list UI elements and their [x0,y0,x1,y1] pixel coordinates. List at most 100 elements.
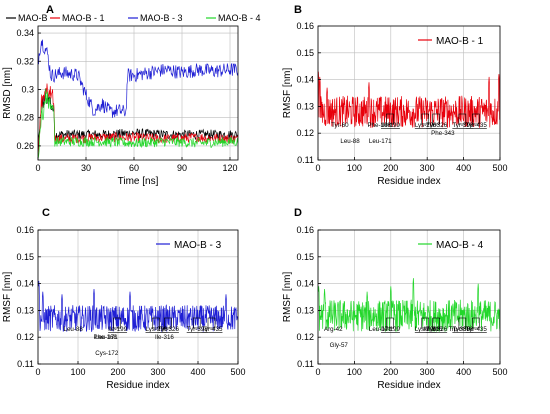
panel-d: D 0.11 0.12 0.13 0.14 0.15 0.16 0 100 200 300 400 50… [282,207,508,391]
annotation-label: Lys-296 [415,122,437,129]
legend-label: MAO-B - 3 [140,13,183,23]
annotation-label: Cys-172 [95,350,119,357]
x-tick-label: 0 [35,367,40,377]
x-tick-label: 60 [129,163,139,173]
annotation-label: Phe-168 [367,122,391,129]
legend-label: MAO-B - 3 [174,240,222,251]
annotation-label: Phe-168 [93,334,117,341]
axes-frame [317,25,501,161]
y-tick-label: 0.14 [16,279,34,289]
y-tick-label: 0.13 [296,101,314,111]
plot-area [318,71,500,129]
y-tick-label: 0.15 [296,252,314,262]
x-tick-label: 300 [420,367,435,377]
x-tick-label: 200 [383,163,398,173]
annotation-label: Gly-57 [330,342,349,349]
annotation-label: Tyr-435 [202,326,224,333]
y-tick-label: 0.11 [297,359,314,369]
y-tick-label: 0.26 [16,141,34,151]
annotation-label: Tyr-398 [452,122,474,129]
y-axis-label: RMSF [nm] [2,272,13,323]
annotation-label: Ile-316 [155,334,174,341]
legend-label: MAO-B [18,13,48,23]
x-tick-label: 200 [110,367,125,377]
panel-c: C 0.11 0.12 0.13 0.14 0.15 0.16 0 100 200 300 400 50… [2,207,246,391]
annotation-box [192,317,201,329]
annotation-box [386,317,394,329]
series-line-0 [318,278,500,332]
y-tick-label: 0.12 [16,332,34,342]
annotation-label: Tyr-326 [426,326,448,333]
series-line-0 [38,280,238,332]
annotation-box [113,317,121,329]
panel-letter: D [294,207,302,219]
x-tick-label: 120 [222,163,237,173]
annotation-label: Ile-199 [381,122,400,129]
y-axis-label: RMSD [nm] [2,67,13,119]
y-tick-label: 0.3 [21,84,34,94]
series-line-1 [38,83,238,158]
annotation-label: Lys-296 [146,326,168,333]
x-tick-label: 500 [230,367,245,377]
annotation-label: Ile-199 [381,326,400,333]
y-tick-label: 0.13 [16,305,34,315]
x-axis-label: Residue index [106,380,169,391]
y-tick-label: 0.16 [296,225,314,235]
y-tick-label: 0.11 [297,155,314,165]
x-tick-label: 400 [456,367,471,377]
annotation-box [386,113,394,125]
annotation-label: Tyr-398 [452,326,474,333]
y-tick-label: 0.16 [16,225,34,235]
x-axis-label: Residue index [377,176,440,187]
y-tick-label: 0.14 [296,75,314,85]
legend-label: MAO-B - 4 [436,240,484,251]
annotation-box [152,317,160,329]
plot-area [318,278,500,332]
x-tick-label: 500 [492,163,507,173]
x-tick-label: 400 [190,367,205,377]
y-tick-label: 0.34 [16,28,34,38]
annotation-label: Tyr-435 [466,122,488,129]
panel-b: B 0.11 0.12 0.13 0.14 0.15 0.16 0 100 200 300 400 50… [282,4,508,187]
annotation-box [421,113,430,125]
x-tick-label: 100 [347,367,362,377]
axes-frame [37,25,239,161]
annotation-label: Tyr-398 [187,326,209,333]
annotation-label: Tyr-435 [466,326,488,333]
series-line-2 [38,39,238,118]
y-tick-label: 0.16 [296,21,314,31]
plot-area [38,280,238,332]
x-tick-label: 0 [315,163,320,173]
x-tick-label: 0 [35,163,40,173]
annotation-label: Ile-199 [108,326,127,333]
annotation-label: Leu-171 [369,326,392,333]
y-tick-label: 0.12 [296,332,314,342]
y-tick-label: 0.13 [296,305,314,315]
x-tick-label: 300 [150,367,165,377]
x-tick-label: 90 [177,163,187,173]
y-tick-label: 0.15 [296,48,314,58]
x-tick-label: 100 [70,367,85,377]
annotation-label: Tyr-60 [331,122,349,129]
x-tick-label: 500 [492,367,507,377]
annotation-label: Phe-343 [431,130,455,137]
annotation-box [472,113,480,125]
annotation-box [432,113,440,125]
y-tick-label: 0.15 [16,252,34,262]
series-line-0 [38,89,238,155]
panel-a: A 0.26 0.28 0.3 0.32 0.34 0 30 60 90 120 Time [ns] R… [2,4,261,187]
x-tick-label: 200 [383,367,398,377]
annotation-label: Leu-88 [64,326,84,333]
annotation-label: Leu-88 [340,138,360,145]
x-tick-label: 100 [347,163,362,173]
annotation-box [458,317,467,329]
annotation-label: Ile-316 [424,326,443,333]
annotation-box [207,317,216,329]
y-axis-label: RMSF [nm] [282,68,293,119]
annotation-box [432,317,440,329]
annotation-label: Leu-171 [95,334,118,341]
legend-label: MAO-B - 1 [436,36,484,47]
annotation-box [164,317,172,329]
panel-letter: C [42,207,50,219]
series-line-3 [38,88,238,160]
